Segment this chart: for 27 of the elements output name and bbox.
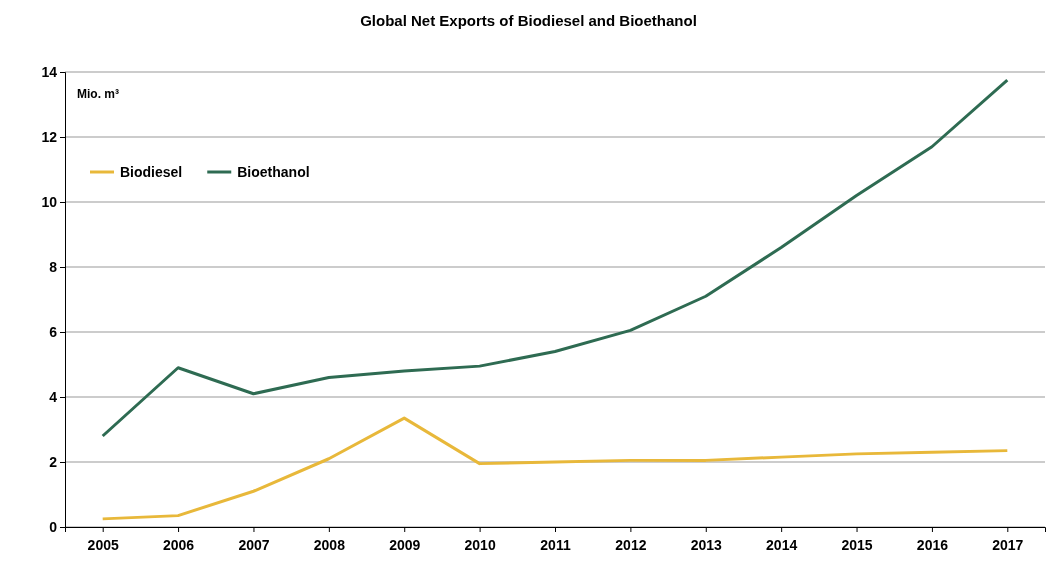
y-tick-label: 8: [49, 258, 58, 275]
x-tick-label: 2015: [841, 537, 873, 554]
x-tick-label: 2011: [540, 537, 571, 554]
x-tick-label: 2008: [313, 537, 346, 554]
x-tick-label: 2017: [992, 537, 1024, 554]
y-tick-label: 4: [49, 388, 58, 405]
x-tick-label: 2014: [766, 537, 798, 554]
y-tick-label: 0: [49, 518, 58, 535]
y-tick-label: 6: [49, 323, 58, 340]
y-tick-label: 12: [41, 128, 58, 145]
x-tick-label: 2009: [389, 537, 421, 554]
x-tick-label: 2016: [916, 537, 949, 554]
x-tick-label: 2012: [615, 537, 647, 554]
y-axis-title: Mio. m³: [77, 87, 119, 101]
x-tick-label: 2007: [238, 537, 270, 554]
y-tick-label: 14: [41, 63, 58, 80]
x-tick-label: 2005: [87, 537, 119, 554]
y-tick-label: 10: [41, 193, 58, 210]
x-tick-label: 2010: [464, 537, 496, 554]
line-series: [101, 416, 1009, 521]
line-series: [101, 78, 1009, 438]
legend-label: Biodiesel: [120, 164, 183, 180]
chart-title: Global Net Exports of Biodiesel and Bioethanol: [360, 12, 697, 29]
y-tick-label: 2: [49, 453, 58, 470]
x-tick-label: 2013: [690, 537, 723, 554]
legend-label: Bioethanol: [237, 164, 310, 180]
x-tick-label: 2006: [163, 537, 195, 554]
